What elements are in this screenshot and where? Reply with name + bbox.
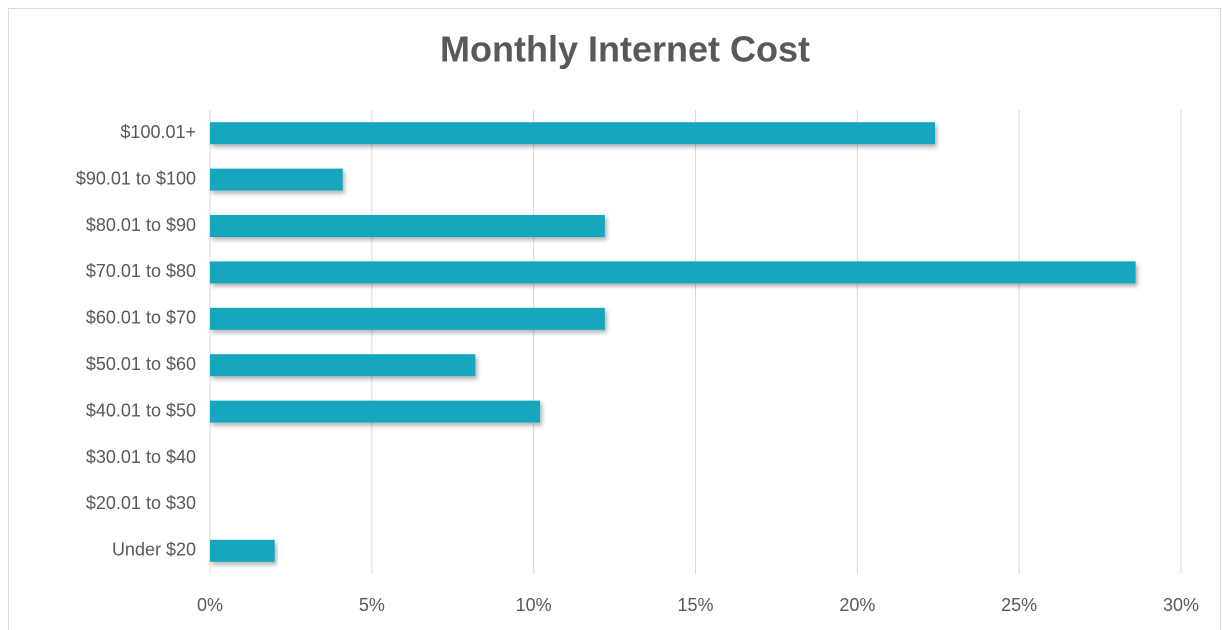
bar	[210, 307, 605, 330]
y-tick-label: $80.01 to $90	[86, 215, 196, 235]
bar	[210, 261, 1136, 284]
y-tick-label: $20.01 to $30	[86, 493, 196, 513]
x-tick-label: 0%	[197, 595, 223, 615]
bar	[210, 122, 936, 145]
y-tick-label: $90.01 to $100	[76, 168, 196, 188]
x-tick-label: 20%	[839, 595, 875, 615]
bar	[210, 539, 275, 562]
y-tick-label: $70.01 to $80	[86, 261, 196, 281]
chart-title: Monthly Internet Cost	[440, 29, 810, 70]
y-tick-label: $100.01+	[120, 122, 196, 142]
bar	[210, 215, 605, 237]
y-tick-label: Under $20	[112, 540, 196, 560]
x-tick-label: 5%	[359, 595, 385, 615]
y-tick-label: $30.01 to $40	[86, 447, 196, 467]
bar	[210, 168, 343, 191]
y-tick-label: $50.01 to $60	[86, 354, 196, 374]
y-tick-label: $40.01 to $50	[86, 400, 196, 420]
x-tick-label: 30%	[1163, 595, 1199, 615]
y-tick-label: $60.01 to $70	[86, 308, 196, 328]
bar	[210, 354, 476, 377]
x-tick-label: 10%	[516, 595, 552, 615]
bar	[210, 400, 541, 423]
x-tick-label: 25%	[1001, 595, 1037, 615]
chart-frame	[8, 8, 1221, 630]
x-tick-label: 15%	[677, 595, 713, 615]
